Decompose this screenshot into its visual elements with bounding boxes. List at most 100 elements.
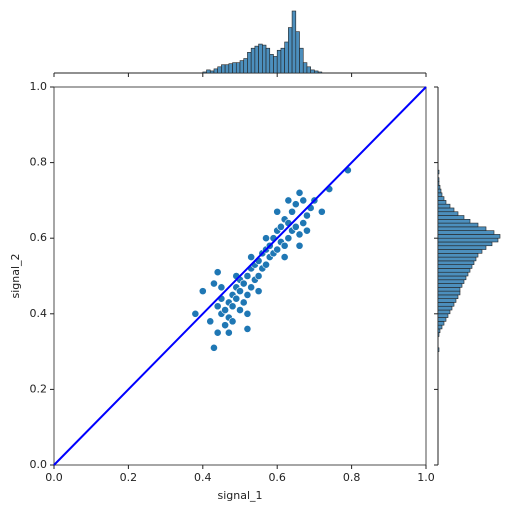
hist-bar	[221, 64, 226, 74]
hist-bar	[437, 268, 471, 273]
scatter-point	[284, 234, 293, 243]
scatter-point	[217, 283, 226, 292]
scatter-point	[239, 279, 248, 288]
scatter-point	[210, 279, 218, 288]
scatter-point	[291, 222, 300, 231]
hist-bar	[437, 305, 453, 311]
hist-bar	[288, 27, 293, 74]
scatter-point	[236, 306, 244, 314]
hist-bar	[437, 256, 477, 262]
hist-bar	[299, 47, 304, 74]
hist-bar	[437, 324, 443, 330]
scatter-point	[284, 196, 293, 205]
hist-bar	[437, 275, 467, 281]
scatter-point	[303, 211, 311, 220]
scatter-point	[317, 207, 326, 216]
scatter-point	[221, 321, 230, 330]
hist-bar	[437, 207, 455, 213]
scatter-point	[243, 309, 252, 318]
scatter-point	[277, 222, 285, 231]
scatter-point	[288, 207, 296, 216]
x-tick-label: 1.0	[417, 471, 435, 484]
hist-bar	[232, 62, 237, 74]
hist-bar	[258, 43, 263, 74]
y-tick-label: 0.0	[30, 458, 48, 471]
scatter-point	[303, 226, 311, 235]
scatter-point	[243, 290, 252, 299]
x-axis-label: signal_1	[217, 489, 262, 502]
hist-bar	[306, 66, 311, 74]
scatter-point	[213, 268, 222, 277]
hist-bar	[437, 215, 465, 220]
scatter-point	[247, 283, 256, 292]
hist-bar	[243, 58, 248, 74]
hist-bar	[209, 70, 215, 74]
hist-bar	[437, 211, 459, 216]
scatter-point	[247, 253, 256, 261]
x-tick-label: 0.8	[343, 471, 361, 484]
hist-bar	[310, 69, 315, 74]
hist-bar	[250, 47, 256, 74]
hist-bar	[247, 52, 252, 74]
y-tick-label: 0.6	[30, 231, 48, 244]
hist-bar	[314, 70, 319, 74]
hist-bar	[254, 45, 259, 74]
scatter-point	[262, 260, 270, 269]
scatter-point	[232, 294, 241, 303]
scatter-point	[243, 325, 252, 333]
hist-bar	[437, 181, 440, 186]
reference-line	[53, 86, 427, 466]
scatter-point	[213, 328, 222, 337]
scatter-point	[280, 241, 289, 250]
hist-bar	[437, 188, 442, 194]
hist-bar	[437, 290, 461, 296]
hist-bar	[437, 317, 447, 322]
hist-bar	[437, 298, 457, 303]
hist-bar	[437, 177, 440, 182]
hist-bar	[437, 219, 471, 224]
scatter-point	[191, 309, 200, 318]
hist-bar	[437, 328, 441, 334]
scatter-point	[299, 196, 308, 205]
hist-bar	[437, 200, 447, 205]
hist-bar	[437, 192, 443, 197]
scatter-point	[228, 302, 237, 311]
hist-bar	[437, 264, 473, 269]
hist-bar	[437, 309, 451, 315]
hist-bar	[302, 62, 308, 74]
hist-bar	[437, 203, 451, 209]
hist-bar	[437, 260, 475, 265]
x-tick-label: 0.6	[268, 471, 286, 484]
hist-bar	[437, 234, 501, 239]
hist-bar	[291, 10, 297, 74]
scatter-point	[280, 253, 289, 261]
hist-bar	[437, 169, 440, 175]
scatter-point	[295, 188, 304, 197]
hist-bar	[284, 41, 289, 74]
scatter-point	[295, 241, 304, 250]
scatter-point	[236, 287, 244, 296]
scatter-point	[198, 287, 207, 296]
scatter-point	[273, 245, 282, 254]
hist-bar	[239, 60, 245, 74]
hist-bar	[437, 302, 455, 307]
hist-bar	[437, 245, 487, 250]
scatter-point	[254, 287, 263, 296]
hist-bar	[437, 313, 449, 318]
hist-bar	[437, 321, 445, 326]
scatter-point	[254, 272, 263, 280]
hist-bar	[228, 63, 233, 74]
y-axis-label: signal_2	[9, 253, 22, 298]
x-tick-label: 0.2	[120, 471, 138, 484]
hist-bar	[437, 230, 495, 235]
hist-bar	[437, 184, 441, 190]
plot-area	[53, 86, 427, 466]
hist-bar	[437, 222, 479, 228]
scatter-point	[213, 302, 222, 311]
y-tick-label: 0.8	[30, 156, 48, 169]
y-tick-label: 0.4	[30, 307, 48, 320]
hist-bar	[276, 49, 282, 74]
hist-bar	[437, 347, 440, 352]
hist-bar	[437, 226, 487, 231]
